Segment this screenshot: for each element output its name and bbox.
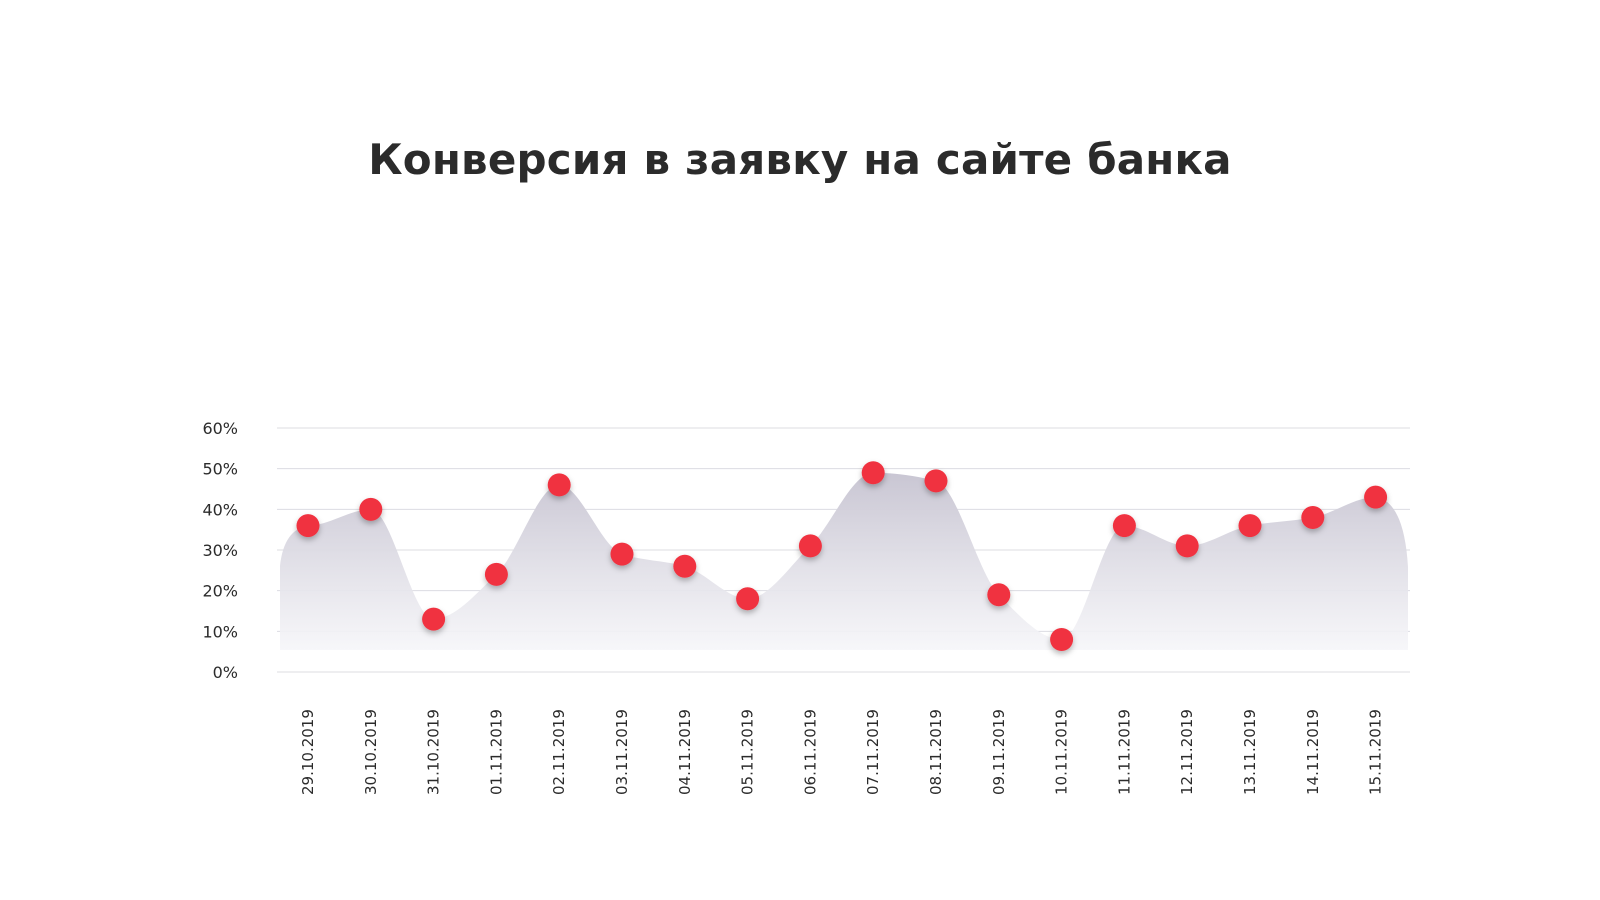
- x-tick-label: 29.10.2019: [299, 709, 317, 795]
- data-point: [987, 583, 1011, 607]
- data-point: [924, 469, 948, 493]
- data-point: [610, 542, 634, 566]
- x-axis: 29.10.2019 30.10.2019 31.10.2019 01.11.2019…: [299, 709, 1385, 795]
- data-point: [673, 554, 697, 578]
- data-point: [736, 587, 760, 611]
- series-area-fill: [280, 472, 1408, 650]
- x-tick-label: 13.11.2019: [1241, 709, 1259, 795]
- x-tick-label: 30.10.2019: [362, 709, 380, 795]
- data-point: [1364, 485, 1388, 509]
- x-tick-label: 07.11.2019: [864, 709, 882, 795]
- x-tick-label: 15.11.2019: [1367, 709, 1385, 795]
- x-tick-label: 05.11.2019: [739, 709, 757, 795]
- x-tick-label: 04.11.2019: [676, 709, 694, 795]
- series-points: [296, 461, 1388, 651]
- data-point: [861, 461, 885, 485]
- x-tick-label: 11.11.2019: [1115, 709, 1133, 795]
- chart-title: Конверсия в заявку на сайте банка: [368, 135, 1232, 184]
- data-point: [547, 473, 571, 497]
- x-tick-label: 14.11.2019: [1304, 709, 1322, 795]
- x-tick-label: 01.11.2019: [487, 709, 505, 795]
- x-tick-label: 31.10.2019: [425, 709, 443, 795]
- x-tick-label: 12.11.2019: [1178, 709, 1196, 795]
- data-point: [1050, 627, 1074, 651]
- y-tick-label: 30%: [202, 541, 238, 560]
- x-tick-label: 08.11.2019: [927, 709, 945, 795]
- data-point: [1301, 505, 1325, 529]
- data-point: [1112, 514, 1136, 538]
- x-tick-label: 10.11.2019: [1053, 709, 1071, 795]
- y-tick-label: 10%: [202, 622, 238, 641]
- y-axis: 0% 10% 20% 30% 40% 50% 60%: [202, 419, 238, 682]
- x-tick-label: 03.11.2019: [613, 709, 631, 795]
- series-area: [280, 472, 1408, 650]
- y-tick-label: 20%: [202, 582, 238, 601]
- data-point: [296, 514, 320, 538]
- data-point: [484, 562, 508, 586]
- x-tick-label: 09.11.2019: [990, 709, 1008, 795]
- data-point: [1175, 534, 1199, 558]
- y-tick-label: 40%: [202, 500, 238, 519]
- x-tick-label: 06.11.2019: [801, 709, 819, 795]
- y-tick-label: 0%: [213, 663, 238, 682]
- data-point: [359, 497, 383, 521]
- data-point: [798, 534, 822, 558]
- data-point: [1238, 514, 1262, 538]
- y-tick-label: 50%: [202, 460, 238, 479]
- data-point: [422, 607, 446, 631]
- y-tick-label: 60%: [202, 419, 238, 438]
- x-tick-label: 02.11.2019: [550, 709, 568, 795]
